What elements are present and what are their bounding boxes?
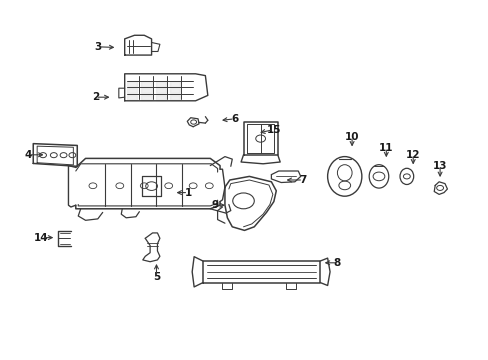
Polygon shape bbox=[127, 81, 137, 87]
Text: 11: 11 bbox=[378, 143, 393, 153]
Polygon shape bbox=[155, 81, 165, 87]
Polygon shape bbox=[141, 88, 151, 93]
Polygon shape bbox=[169, 95, 180, 100]
Polygon shape bbox=[141, 95, 151, 100]
Text: 13: 13 bbox=[432, 161, 447, 171]
Text: 10: 10 bbox=[344, 132, 359, 142]
Polygon shape bbox=[127, 88, 137, 93]
Polygon shape bbox=[155, 95, 165, 100]
Text: 8: 8 bbox=[333, 258, 340, 268]
Text: 14: 14 bbox=[34, 233, 49, 243]
Polygon shape bbox=[127, 95, 137, 100]
Text: 6: 6 bbox=[231, 114, 238, 124]
Text: 4: 4 bbox=[24, 150, 32, 160]
Text: 3: 3 bbox=[94, 42, 101, 52]
Text: 1: 1 bbox=[184, 188, 191, 198]
Text: 2: 2 bbox=[92, 92, 99, 102]
Text: 9: 9 bbox=[211, 200, 218, 210]
Text: 7: 7 bbox=[299, 175, 306, 185]
Polygon shape bbox=[169, 88, 180, 93]
Text: 15: 15 bbox=[266, 125, 281, 135]
Text: 12: 12 bbox=[405, 150, 420, 160]
Polygon shape bbox=[169, 81, 180, 87]
Text: 5: 5 bbox=[153, 272, 160, 282]
Polygon shape bbox=[141, 81, 151, 87]
Polygon shape bbox=[155, 88, 165, 93]
